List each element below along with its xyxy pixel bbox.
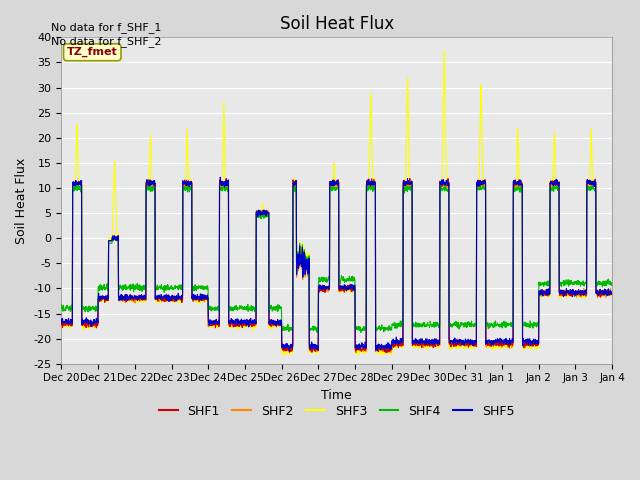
SHF5	[365, 181, 373, 187]
SHF2	[497, 341, 505, 347]
SHF5	[216, 174, 224, 180]
SHF3	[608, 293, 616, 299]
SHF1	[58, 318, 65, 324]
SHF5	[211, 321, 219, 327]
SHF3	[560, 289, 568, 295]
Line: SHF2: SHF2	[61, 182, 612, 353]
SHF4	[353, 324, 360, 329]
SHF2	[575, 290, 583, 296]
Line: SHF4: SHF4	[61, 185, 612, 333]
SHF2	[150, 179, 158, 185]
SHF4	[560, 278, 568, 284]
Legend: SHF1, SHF2, SHF3, SHF4, SHF5: SHF1, SHF2, SHF3, SHF4, SHF5	[154, 400, 520, 423]
SHF3	[379, 352, 387, 358]
SHF4	[497, 322, 505, 327]
SHF1	[406, 176, 413, 181]
SHF1	[497, 341, 505, 347]
SHF5	[497, 336, 505, 342]
Line: SHF1: SHF1	[61, 179, 612, 352]
Text: No data for f_SHF_1: No data for f_SHF_1	[51, 22, 161, 33]
Y-axis label: Soil Heat Flux: Soil Heat Flux	[15, 157, 28, 244]
SHF1	[365, 179, 372, 184]
SHF1	[383, 349, 390, 355]
SHF3	[365, 181, 372, 187]
SHF2	[365, 183, 372, 189]
SHF3	[575, 291, 583, 297]
SHF2	[387, 350, 394, 356]
SHF2	[560, 291, 568, 297]
SHF4	[146, 182, 154, 188]
SHF3	[353, 348, 360, 353]
SHF4	[357, 330, 365, 336]
SHF5	[285, 348, 293, 354]
SHF5	[353, 343, 361, 348]
SHF4	[58, 302, 65, 308]
Line: SHF3: SHF3	[61, 51, 612, 355]
Text: TZ_fmet: TZ_fmet	[67, 47, 118, 58]
SHF2	[58, 320, 65, 326]
SHF3	[497, 344, 505, 350]
SHF1	[608, 290, 616, 296]
SHF5	[560, 290, 568, 296]
SHF3	[440, 48, 448, 54]
SHF5	[575, 288, 583, 294]
Title: Soil Heat Flux: Soil Heat Flux	[280, 15, 394, 33]
SHF1	[575, 290, 583, 296]
SHF4	[211, 304, 219, 310]
SHF4	[608, 281, 616, 287]
X-axis label: Time: Time	[321, 389, 352, 402]
SHF4	[575, 280, 583, 286]
SHF1	[211, 320, 219, 326]
Text: No data for f_SHF_2: No data for f_SHF_2	[51, 36, 162, 47]
SHF2	[608, 288, 616, 294]
SHF5	[58, 316, 65, 322]
SHF3	[58, 321, 65, 327]
Line: SHF5: SHF5	[61, 177, 612, 351]
SHF2	[211, 322, 219, 327]
SHF4	[365, 182, 373, 188]
SHF3	[211, 323, 219, 328]
SHF1	[560, 287, 568, 293]
SHF1	[353, 347, 360, 353]
SHF2	[353, 345, 360, 351]
SHF5	[608, 290, 616, 296]
